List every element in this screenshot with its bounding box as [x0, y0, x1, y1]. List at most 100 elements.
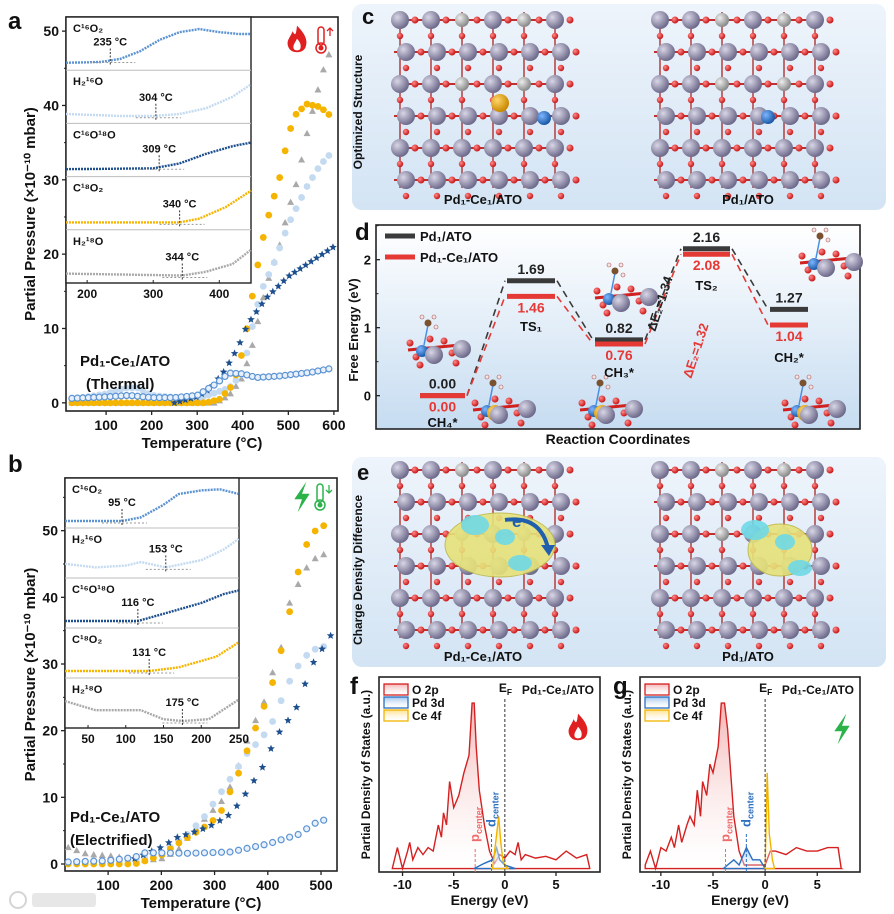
oxygen-atom — [749, 96, 757, 104]
hydrogen-atom — [591, 374, 597, 380]
data-point — [311, 819, 319, 827]
energy-value-label: 1.27 — [775, 289, 802, 305]
energy-value-label: 0.76 — [605, 347, 632, 363]
oxygen-atom — [442, 16, 450, 24]
oxygen-atom — [495, 192, 503, 200]
carbon-atom — [489, 379, 497, 387]
oxygen-atom — [557, 578, 565, 586]
oxygen-atom — [396, 32, 404, 40]
hydrogen-atom — [419, 314, 425, 320]
data-point — [207, 821, 216, 829]
panel-letter: f — [350, 673, 359, 700]
flame-core — [293, 38, 301, 51]
sn-atom — [453, 589, 471, 607]
oxygen-atom — [411, 466, 419, 474]
oxygen-atom — [458, 96, 466, 104]
oxygen-atom — [588, 421, 596, 429]
oxygen-atom — [671, 466, 679, 474]
data-point — [274, 282, 283, 290]
inset-x-tick-label: 250 — [229, 732, 249, 746]
sn-atom — [521, 493, 539, 511]
y-tick-label: 40 — [42, 589, 58, 605]
data-point — [307, 257, 315, 265]
oxygen-atom — [464, 64, 472, 72]
sn-atom — [781, 493, 799, 511]
sn-atom — [651, 75, 669, 93]
sn-atom — [521, 43, 539, 61]
side-label: Optimized Structure — [351, 54, 365, 169]
series-c16o2: C¹⁶O₂ — [64, 816, 328, 866]
sn-atom — [845, 253, 863, 271]
sn-atom — [682, 139, 700, 157]
sn-atom — [391, 461, 409, 479]
data-point — [254, 261, 262, 269]
legend-label: Pd₁-Ce₁/ATO — [420, 250, 498, 265]
oxygen-atom — [572, 112, 580, 120]
data-point — [233, 802, 241, 810]
oxygen-atom — [526, 128, 534, 136]
sb-atom — [715, 463, 729, 477]
inset-curve-label: H₂¹⁸O — [72, 684, 103, 696]
oxygen-atom — [791, 421, 799, 429]
data-point — [260, 841, 268, 849]
bond — [595, 384, 601, 406]
carbon-atom — [799, 379, 807, 387]
oxygen-atom — [702, 594, 710, 602]
data-point — [90, 857, 98, 865]
oxygen-atom — [489, 482, 497, 490]
sn-atom — [453, 340, 471, 358]
data-point — [312, 254, 321, 262]
oxygen-atom — [433, 64, 441, 72]
flame-icon — [287, 25, 307, 53]
sn-atom — [806, 589, 824, 607]
panel-letter: g — [613, 673, 628, 700]
oxygen-atom — [687, 96, 695, 104]
y-tick-label: 20 — [42, 723, 58, 739]
inset-curve: H₂¹⁶O 304 °C — [66, 69, 252, 121]
oxygen-atom — [464, 642, 472, 650]
data-point — [79, 399, 87, 407]
inset-curve-label: C¹⁶O₂ — [72, 484, 102, 496]
energy-value-label: 2.16 — [693, 229, 720, 245]
oxygen-atom — [481, 421, 489, 429]
charge-depletion — [508, 555, 532, 571]
dos-curve-ce4f — [764, 772, 776, 870]
sn-atom — [682, 525, 700, 543]
panel-letter: e — [357, 460, 369, 485]
sn-atom — [682, 461, 700, 479]
sn-atom — [518, 400, 536, 418]
data-point — [252, 307, 261, 315]
oxygen-atom — [739, 498, 747, 506]
data-point — [64, 858, 72, 866]
oxygen-atom — [402, 64, 410, 72]
inset-curve-line — [65, 641, 240, 673]
data-point — [301, 680, 309, 688]
oxygen-atom — [780, 610, 788, 618]
oxygen-atom — [557, 64, 565, 72]
hydrogen-atom — [825, 237, 831, 243]
crystal-structure — [651, 11, 840, 200]
d-center-label-text: dcenter — [484, 791, 501, 827]
y-tick-label: 30 — [42, 656, 58, 672]
data-point — [217, 848, 226, 856]
oxygen-atom — [458, 32, 466, 40]
data-point — [209, 817, 217, 824]
fermi-label-text: EF — [759, 681, 772, 697]
condition-label: (Electrified) — [70, 832, 153, 849]
oxygen-atom — [671, 80, 679, 88]
flame-icon — [568, 713, 588, 741]
data-point — [98, 857, 106, 865]
watermark-logo: 大数跨境 — [9, 891, 96, 909]
oxygen-atom — [724, 128, 732, 136]
data-point — [241, 790, 250, 798]
data-point — [290, 268, 299, 276]
data-point — [205, 391, 213, 399]
oxygen-atom — [798, 252, 806, 260]
sn-atom — [459, 621, 477, 639]
sn-atom — [515, 589, 533, 607]
data-point — [183, 849, 192, 857]
data-point — [107, 856, 115, 864]
y-tick-label: 50 — [42, 523, 58, 539]
oxygen-atom — [520, 160, 528, 168]
